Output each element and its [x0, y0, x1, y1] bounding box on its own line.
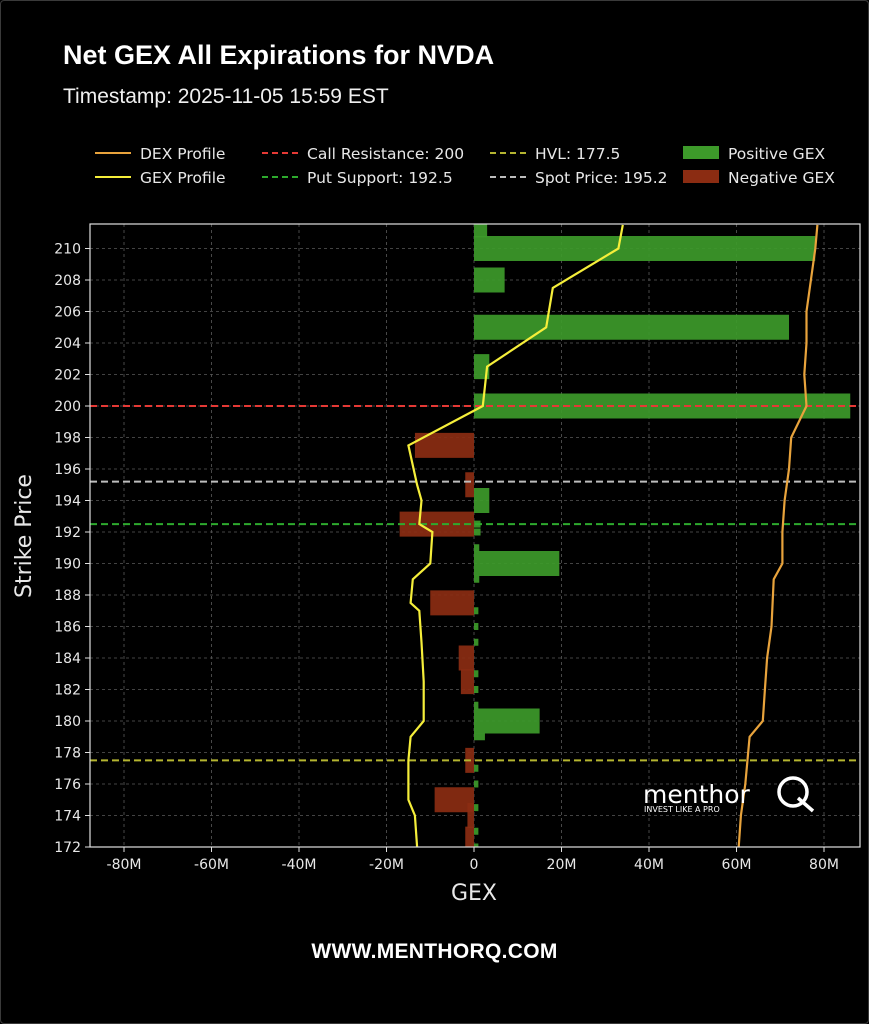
- brand-q-icon: [777, 776, 809, 808]
- dex-profile-line: [737, 224, 819, 847]
- bar-positive: [474, 843, 479, 847]
- gex-profile-line: [407, 224, 624, 847]
- bar-positive: [474, 267, 505, 293]
- y-tick-label: 210: [54, 242, 81, 258]
- brand-name: menthor: [643, 780, 751, 809]
- y-tick-label: 208: [54, 273, 81, 289]
- legend-label: Spot Price: 195.2: [535, 169, 668, 187]
- bar-positive: [474, 224, 488, 238]
- y-tick-label: 192: [54, 525, 81, 541]
- y-axis-label: Strike Price: [12, 474, 37, 598]
- x-tick-label: 0: [470, 857, 479, 873]
- bar-positive: [474, 314, 789, 340]
- bar-positive: [474, 488, 490, 513]
- bar-positive: [474, 827, 479, 835]
- bar-positive: [474, 236, 816, 261]
- x-tick-label: 40M: [634, 857, 664, 873]
- bar-positive: [474, 764, 479, 772]
- bar-positive: [474, 623, 479, 630]
- legend-entry: Put Support: 192.5: [262, 169, 453, 187]
- legend-entry: HVL: 177.5: [490, 145, 620, 163]
- bar-positive: [474, 544, 480, 552]
- y-tick-label: 178: [54, 746, 81, 762]
- legend-entry: DEX Profile: [95, 145, 225, 163]
- y-tick-label: 180: [54, 714, 81, 730]
- bar-negative: [458, 645, 474, 671]
- bar-negative: [465, 826, 474, 847]
- legend-label: Negative GEX: [728, 169, 835, 187]
- plot-frame: [89, 223, 861, 848]
- bar-positive: [474, 733, 485, 741]
- legend-label: GEX Profile: [140, 169, 226, 187]
- bar-positive: [474, 780, 479, 788]
- y-tick-label: 204: [54, 336, 81, 352]
- chart-title: Net GEX All Expirations for NVDA: [63, 40, 495, 70]
- x-tick-label: -60M: [194, 857, 229, 873]
- y-tick-label: 172: [54, 840, 81, 856]
- bar-negative: [465, 472, 474, 498]
- y-tick-label: 188: [54, 588, 81, 604]
- x-tick-label: 80M: [809, 857, 839, 873]
- legend-entry: Positive GEX: [683, 145, 825, 163]
- legend-swatch-patch: [683, 146, 719, 159]
- menthorq-logo: menthor INVEST LIKE A PRO: [643, 776, 815, 814]
- x-tick-label: -40M: [282, 857, 317, 873]
- legend-label: Positive GEX: [728, 145, 825, 163]
- y-tick-label: 174: [54, 809, 81, 825]
- footer-url: WWW.MENTHORQ.COM: [311, 940, 558, 963]
- bar-negative: [430, 590, 474, 616]
- legend-entry: Spot Price: 195.2: [490, 169, 668, 187]
- y-tick-label: 198: [54, 431, 81, 447]
- legend-label: Call Resistance: 200: [307, 145, 464, 163]
- legend-swatch-patch: [683, 170, 719, 183]
- x-tick-label: -80M: [107, 857, 142, 873]
- bar-positive: [474, 804, 479, 812]
- bar-negative: [460, 669, 474, 695]
- x-tick-label: 60M: [722, 857, 752, 873]
- y-tick-label: 196: [54, 462, 81, 478]
- bar-negative: [467, 803, 474, 828]
- x-tick-label: -20M: [369, 857, 404, 873]
- brand-tagline: INVEST LIKE A PRO: [644, 805, 720, 814]
- chart-timestamp: Timestamp: 2025-11-05 15:59 EST: [63, 85, 389, 108]
- plot-area: -80M -60M -40M -20M 0 20M 40M 60M 80M 172 174 176 17…: [54, 223, 861, 873]
- legend-label: DEX Profile: [140, 145, 225, 163]
- x-tick-label: 20M: [547, 857, 577, 873]
- legend-entry: GEX Profile: [95, 169, 226, 187]
- y-tick-label: 194: [54, 494, 81, 510]
- bar-positive: [474, 607, 479, 615]
- bar-positive: [474, 670, 479, 678]
- y-tick-label: 184: [54, 651, 81, 667]
- bar-positive: [474, 528, 481, 536]
- legend-entry: Call Resistance: 200: [262, 145, 464, 163]
- y-tick-label: 190: [54, 557, 81, 573]
- bar-positive: [474, 575, 480, 583]
- y-tick-label: 176: [54, 777, 81, 793]
- y-tick-label: 202: [54, 368, 81, 384]
- bar-positive: [474, 708, 540, 734]
- chart-legend: DEX Profile GEX Profile Call Resistance: 2…: [95, 145, 835, 187]
- bar-positive: [474, 551, 560, 576]
- y-tick-label: 182: [54, 683, 81, 699]
- bar-positive: [474, 638, 479, 646]
- y-tick-label: 186: [54, 620, 81, 636]
- y-tick-label: 206: [54, 305, 81, 321]
- brand-q-tail-icon: [796, 796, 815, 813]
- legend-label: HVL: 177.5: [535, 145, 620, 163]
- x-axis-label: GEX: [451, 881, 497, 906]
- legend-entry: Negative GEX: [683, 169, 835, 187]
- bar-positive: [474, 686, 479, 693]
- legend-label: Put Support: 192.5: [307, 169, 453, 187]
- bar-positive: [474, 701, 479, 709]
- y-tick-label: 200: [54, 399, 81, 415]
